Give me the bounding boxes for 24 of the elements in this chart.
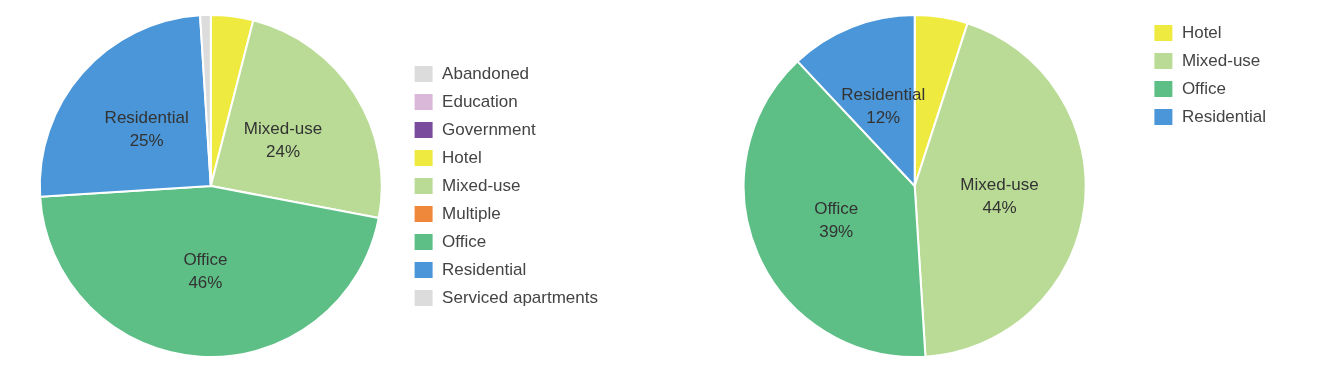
data-label: 24%	[265, 141, 300, 161]
slice-label: Mixed-use	[243, 118, 323, 138]
slice-label: Office	[183, 250, 228, 270]
legend-label: Hotel	[442, 147, 482, 167]
legend-label: Residential	[442, 259, 527, 279]
slice-label: Office	[814, 198, 859, 218]
legend-label: Mixed-use	[1181, 50, 1261, 70]
data-label: 46%	[188, 273, 223, 293]
data-label: 44%	[982, 198, 1017, 218]
legend-label: Residential	[1181, 106, 1267, 126]
legend-label: Hotel	[1181, 22, 1222, 42]
legend-label: Multiple	[442, 203, 501, 223]
slice-label: Mixed-use	[960, 175, 1039, 195]
legend-label: Education	[442, 91, 518, 111]
data-label: 12%	[866, 108, 901, 128]
slice-label: Residential	[104, 108, 189, 128]
data-label: 25%	[129, 131, 164, 151]
legend-label: Office	[442, 231, 487, 251]
legend-label: Government	[442, 119, 536, 139]
legend-label: Office	[1181, 78, 1226, 98]
data-label: 39%	[819, 221, 854, 241]
legend-label: Abandoned	[442, 63, 530, 83]
legend-label: Mixed-use	[442, 175, 521, 195]
legend-label: Serviced apartments	[442, 287, 598, 307]
